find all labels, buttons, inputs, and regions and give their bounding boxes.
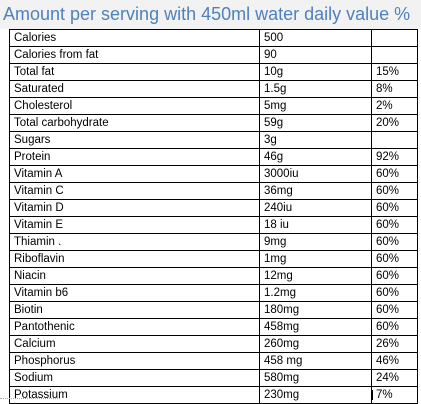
nutrient-name: Calories <box>10 30 260 47</box>
nutrient-name: Phosphorus <box>10 353 260 370</box>
daily-value <box>372 132 418 149</box>
nutrient-name: Thiamin . <box>10 234 260 251</box>
nutrient-amount: 59g <box>260 115 372 132</box>
nutrient-amount: 12mg <box>260 268 372 285</box>
table-row: Protein 46g 92% <box>10 149 418 166</box>
table-row: Calories from fat 90 <box>10 47 418 64</box>
nutrient-name: Total fat <box>10 64 260 81</box>
nutrient-name: Vitamin D <box>10 200 260 217</box>
nutrient-amount: 90 <box>260 47 372 64</box>
nutrient-amount: 1.5g <box>260 81 372 98</box>
nutrient-amount: 180mg <box>260 302 372 319</box>
daily-value: 26% <box>372 336 418 353</box>
table-row: Potassium 230mg 7% <box>10 387 418 404</box>
table-row: Vitamin E 18 iu 60% <box>10 217 418 234</box>
daily-value: 60% <box>372 302 418 319</box>
nutrition-table: Calories 500 Calories from fat 90 Total fat 1… <box>9 29 418 404</box>
table-row: Riboflavin 1mg 60% <box>10 251 418 268</box>
nutrient-name: Riboflavin <box>10 251 260 268</box>
nutrient-name: Potassium <box>10 387 260 404</box>
table-row: Calcium 260mg 26% <box>10 336 418 353</box>
column-divider-tail <box>259 390 260 400</box>
table-row: Vitamin A 3000iu 60% <box>10 166 418 183</box>
nutrient-amount: 3g <box>260 132 372 149</box>
nutrient-name: Cholesterol <box>10 98 260 115</box>
table-row: Vitamin b6 1.2mg 60% <box>10 285 418 302</box>
table-row: Sodium 580mg 24% <box>10 370 418 387</box>
nutrient-name: Protein <box>10 149 260 166</box>
daily-value: 46% <box>372 353 418 370</box>
dotted-line <box>0 398 60 399</box>
daily-value: 60% <box>372 319 418 336</box>
table-row: Total fat 10g 15% <box>10 64 418 81</box>
table-row: Thiamin . 9mg 60% <box>10 234 418 251</box>
nutrient-name: Sodium <box>10 370 260 387</box>
nutrient-name: Biotin <box>10 302 260 319</box>
nutrient-amount: 458mg <box>260 319 372 336</box>
daily-value: 60% <box>372 268 418 285</box>
nutrient-amount: 500 <box>260 30 372 47</box>
nutrient-name: Pantothenic <box>10 319 260 336</box>
nutrient-amount: 240iu <box>260 200 372 217</box>
daily-value: 60% <box>372 285 418 302</box>
nutrient-name: Niacin <box>10 268 260 285</box>
daily-value: 60% <box>372 166 418 183</box>
table-row: Total carbohydrate 59g 20% <box>10 115 418 132</box>
daily-value: 60% <box>372 200 418 217</box>
nutrient-name: Vitamin b6 <box>10 285 260 302</box>
nutrient-amount: 3000iu <box>260 166 372 183</box>
daily-value <box>372 47 418 64</box>
table-row: Calories 500 <box>10 30 418 47</box>
table-row: Biotin 180mg 60% <box>10 302 418 319</box>
nutrient-amount: 18 iu <box>260 217 372 234</box>
daily-value: 20% <box>372 115 418 132</box>
daily-value: 8% <box>372 81 418 98</box>
nutrient-name: Sugars <box>10 132 260 149</box>
table-row: Phosphorus 458 mg 46% <box>10 353 418 370</box>
nutrient-amount: 46g <box>260 149 372 166</box>
nutrient-amount: 10g <box>260 64 372 81</box>
table-row: Pantothenic 458mg 60% <box>10 319 418 336</box>
nutrient-name: Vitamin C <box>10 183 260 200</box>
nutrient-amount: 458 mg <box>260 353 372 370</box>
table-row: Vitamin D 240iu 60% <box>10 200 418 217</box>
nutrient-name: Saturated <box>10 81 260 98</box>
nutrient-name: Total carbohydrate <box>10 115 260 132</box>
nutrient-amount: 1mg <box>260 251 372 268</box>
table-row: Niacin 12mg 60% <box>10 268 418 285</box>
daily-value: 60% <box>372 217 418 234</box>
nutrient-amount: 580mg <box>260 370 372 387</box>
table-row: Cholesterol 5mg 2% <box>10 98 418 115</box>
table-row: Sugars 3g <box>10 132 418 149</box>
daily-value: 92% <box>372 149 418 166</box>
nutrient-name: Vitamin A <box>10 166 260 183</box>
nutrient-amount: 9mg <box>260 234 372 251</box>
nutrient-amount: 5mg <box>260 98 372 115</box>
daily-value: 2% <box>372 98 418 115</box>
daily-value: 24% <box>372 370 418 387</box>
daily-value: 15% <box>372 64 418 81</box>
column-divider-tail <box>372 390 373 400</box>
nutrient-name: Calories from fat <box>10 47 260 64</box>
table-row: Vitamin C 36mg 60% <box>10 183 418 200</box>
daily-value <box>372 30 418 47</box>
nutrient-amount: 1.2mg <box>260 285 372 302</box>
table-title: Amount per serving with 450ml water dail… <box>0 0 421 29</box>
daily-value: 60% <box>372 234 418 251</box>
nutrient-amount: 36mg <box>260 183 372 200</box>
nutrient-name: Calcium <box>10 336 260 353</box>
daily-value: 60% <box>372 183 418 200</box>
nutrient-amount: 260mg <box>260 336 372 353</box>
table-row: Saturated 1.5g 8% <box>10 81 418 98</box>
nutrient-name: Vitamin E <box>10 217 260 234</box>
daily-value: 7% <box>372 387 418 404</box>
nutrient-amount: 230mg <box>260 387 372 404</box>
daily-value: 60% <box>372 251 418 268</box>
